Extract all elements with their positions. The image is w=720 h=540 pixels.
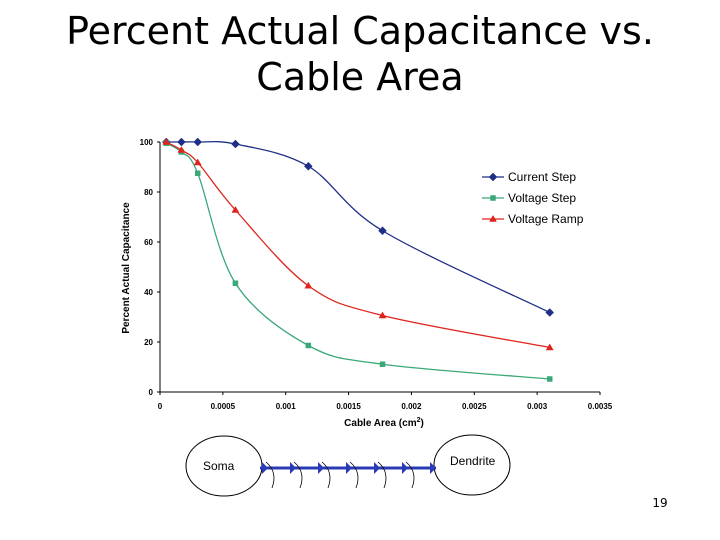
dendrite-label: Dendrite: [450, 454, 496, 468]
cable-node: [346, 462, 352, 474]
cable-membrane-arc: [293, 461, 303, 489]
data-point: [232, 280, 239, 286]
soma-label: Soma: [203, 459, 235, 473]
legend-swatch-marker: [488, 172, 498, 182]
y-tick-labels: 0 20 40 60 80 100: [140, 138, 160, 397]
legend-swatch-marker: [490, 195, 496, 201]
data-point: [546, 376, 553, 382]
cable-membrane-arc: [321, 461, 331, 489]
cable-segments: [262, 461, 436, 489]
dendrite-shape: [433, 434, 511, 496]
slide-title: Percent Actual Capacitance vs. Cable Are…: [66, 9, 654, 99]
legend-item: Voltage Ramp: [482, 212, 584, 226]
series-layer: [161, 137, 555, 382]
x-tick-label: 0.001: [276, 402, 297, 411]
y-tick-label: 0: [149, 388, 154, 397]
y-tick-label: 100: [140, 138, 154, 147]
data-point: [193, 158, 202, 166]
data-point: [231, 206, 240, 213]
legend-label: Current Step: [508, 170, 576, 184]
chart-axes: [159, 142, 600, 393]
x-tick-label: 0.0015: [336, 402, 361, 411]
data-point: [193, 137, 203, 147]
cable-membrane-arc: [349, 461, 359, 489]
data-point: [545, 343, 554, 351]
cable-membrane-arc: [265, 461, 275, 489]
cable-node: [374, 462, 380, 474]
legend-item: Voltage Step: [482, 191, 576, 205]
y-tick-label: 80: [144, 188, 153, 197]
series-voltage-ramp: [162, 138, 554, 351]
x-axis-title-superscript: 2: [417, 417, 421, 424]
x-tick-label: 0.0025: [462, 402, 487, 411]
legend-item: Current Step: [482, 170, 576, 184]
cable-node: [430, 462, 436, 474]
x-tick-label: 0: [158, 402, 163, 411]
data-point: [378, 311, 387, 319]
cable-membrane-arc: [405, 461, 415, 489]
series-current-step: [161, 137, 555, 317]
data-point: [162, 138, 171, 145]
y-axis-title: Percent Actual Capacitance: [121, 202, 132, 334]
legend-label: Voltage Ramp: [508, 212, 584, 226]
y-tick-label: 60: [144, 238, 153, 247]
neuron-diagram: Soma Dendrite: [185, 434, 511, 497]
x-axis-title-main: Cable Area (cm: [344, 418, 417, 429]
x-tick-labels: 0 0.0005 0.001 0.0015 0.002 0.0025 0.003 0.0035: [158, 392, 613, 411]
slide-page-number: 19: [652, 496, 668, 510]
data-point: [378, 226, 387, 236]
data-point: [545, 308, 555, 317]
cable-membrane-arc: [377, 461, 387, 489]
data-point: [177, 146, 186, 153]
cable-node: [290, 462, 296, 474]
cable-node: [262, 462, 268, 474]
data-point: [305, 342, 312, 349]
chart-legend: Current Step Voltage Step Voltage Ramp: [482, 170, 584, 226]
data-point: [194, 170, 201, 176]
series-line: [166, 140, 550, 314]
x-axis-title: Cable Area (cm2): [344, 417, 424, 429]
data-point: [177, 137, 186, 147]
x-axis-title-suffix: ): [421, 418, 424, 429]
legend-swatch-marker: [489, 215, 497, 222]
data-point: [231, 139, 240, 149]
x-tick-label: 0.002: [401, 402, 422, 411]
legend-label: Voltage Step: [508, 191, 576, 205]
y-tick-label: 20: [144, 338, 153, 347]
series-line: [165, 141, 550, 349]
data-point: [379, 361, 386, 367]
data-point: [303, 161, 313, 171]
data-point: [304, 281, 313, 289]
cable-node: [318, 462, 324, 474]
y-tick-label: 40: [144, 288, 153, 297]
x-tick-label: 0.0005: [211, 402, 236, 411]
x-tick-label: 0.003: [527, 402, 548, 411]
x-tick-label: 0.0035: [588, 402, 613, 411]
cable-node: [402, 462, 408, 474]
